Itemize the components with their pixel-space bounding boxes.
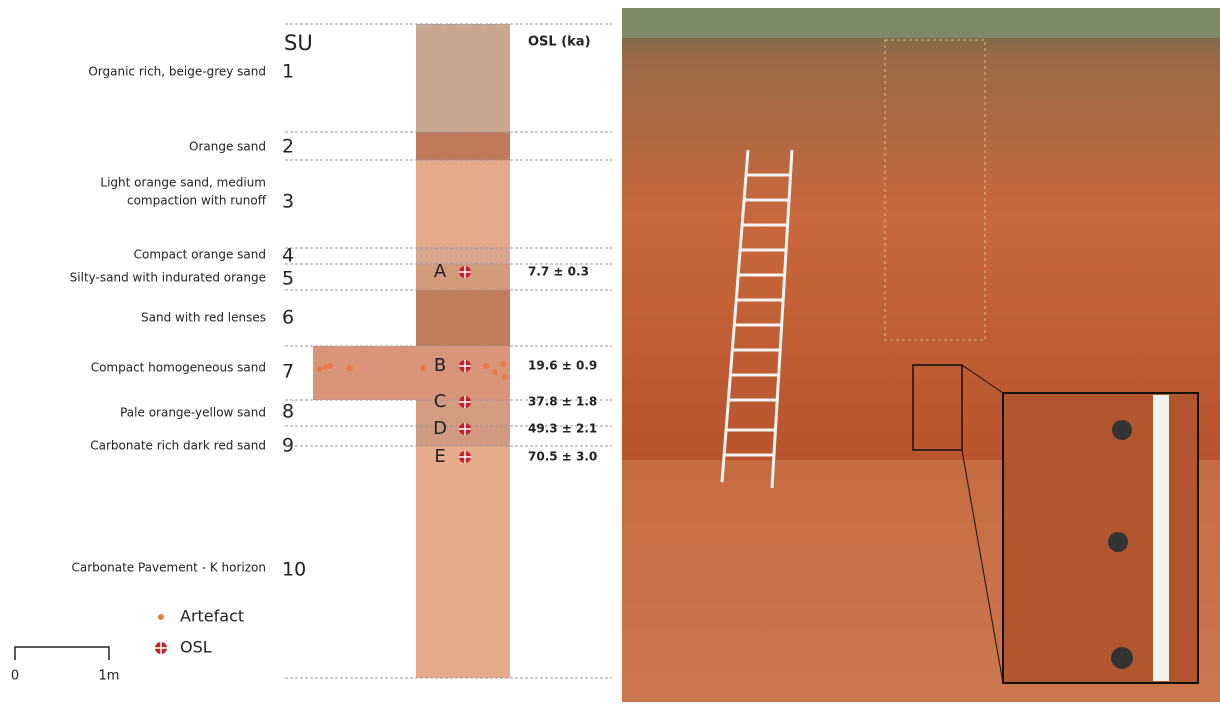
- scale-start: 0: [11, 669, 19, 684]
- stratigraphy: SU OSL (ka) Artefact OSL 0 1m 1 Organic r…: [11, 23, 612, 684]
- osl-age: 37.8 ± 1.8: [528, 395, 597, 409]
- osl-heading: OSL (ka): [528, 35, 591, 50]
- zoom-line: [961, 449, 1004, 684]
- legend-osl: OSL: [180, 638, 212, 657]
- artefact: [327, 363, 333, 369]
- osl-marker-cross: [459, 423, 471, 435]
- sample-id: B: [434, 355, 446, 376]
- su-number: 6: [282, 307, 294, 329]
- layer-block: [416, 132, 510, 160]
- osl-symbol-cross: [155, 642, 167, 654]
- su-number: 5: [282, 268, 294, 290]
- layer-description: Organic rich, beige-grey sand: [88, 65, 266, 79]
- osl-marker-cross: [459, 396, 471, 408]
- artefact-symbol: [158, 614, 164, 620]
- osl-age: 70.5 ± 3.0: [528, 450, 597, 464]
- artefact: [483, 363, 489, 369]
- zoom-line: [961, 364, 1004, 394]
- osl-marker-cross: [459, 360, 471, 372]
- osl-age: 7.7 ± 0.3: [528, 265, 589, 279]
- layer-block: [416, 446, 510, 678]
- legend-artefact: Artefact: [180, 607, 244, 626]
- su-number: 4: [282, 245, 294, 267]
- layer-description: Light orange sand, medium: [100, 176, 266, 190]
- layer-description: Carbonate Pavement - K horizon: [71, 561, 266, 575]
- layer-description: Pale orange-yellow sand: [120, 406, 266, 420]
- osl-age: 19.6 ± 0.9: [528, 359, 597, 373]
- ladder: [720, 149, 794, 489]
- sample-id: A: [434, 261, 447, 282]
- su-number: 2: [282, 136, 294, 158]
- measuring-tape: [1153, 395, 1169, 681]
- osl-age: 49.3 ± 2.1: [528, 422, 597, 436]
- layer-block: [416, 426, 510, 446]
- scale-end: 1m: [99, 669, 120, 684]
- artefact: [492, 369, 498, 375]
- layer-block: [416, 290, 510, 346]
- osl-marker-cross: [459, 266, 471, 278]
- su-number: 7: [282, 361, 294, 383]
- osl-tube: [1108, 532, 1128, 552]
- osl-tube: [1112, 420, 1132, 440]
- sample-id: C: [434, 391, 447, 412]
- su-number: 3: [282, 191, 294, 213]
- layer-description: Carbonate rich dark red sand: [90, 439, 266, 453]
- layer-block: [416, 160, 510, 248]
- su-number: 8: [282, 401, 294, 423]
- artefact: [317, 366, 323, 372]
- layer-block: [313, 346, 510, 400]
- su-number: 10: [282, 559, 306, 581]
- artefact: [420, 365, 426, 371]
- photo: [622, 8, 1220, 702]
- layer-description: compaction with runoff: [127, 194, 267, 208]
- trench-outline: [884, 39, 986, 341]
- osl-marker-cross: [459, 451, 471, 463]
- artefact: [502, 374, 508, 380]
- layer-description: Compact orange sand: [134, 248, 266, 262]
- sample-area: [912, 364, 963, 451]
- layer-description: Silty-sand with indurated orange: [70, 271, 266, 285]
- sample-id: E: [434, 446, 445, 467]
- sample-id: D: [433, 418, 447, 439]
- artefact: [347, 365, 353, 371]
- layer-block: [416, 248, 510, 264]
- vegetation: [622, 8, 1220, 38]
- layer-description: Orange sand: [189, 140, 266, 154]
- su-number: 9: [282, 435, 294, 457]
- layer-description: Compact homogeneous sand: [91, 361, 266, 375]
- layer-block: [416, 24, 510, 132]
- su-number: 1: [282, 61, 294, 83]
- su-heading: SU: [284, 31, 313, 55]
- artefact: [500, 361, 506, 367]
- osl-tube: [1111, 647, 1133, 669]
- layer-description: Sand with red lenses: [141, 311, 266, 325]
- scale-bar: [14, 646, 110, 660]
